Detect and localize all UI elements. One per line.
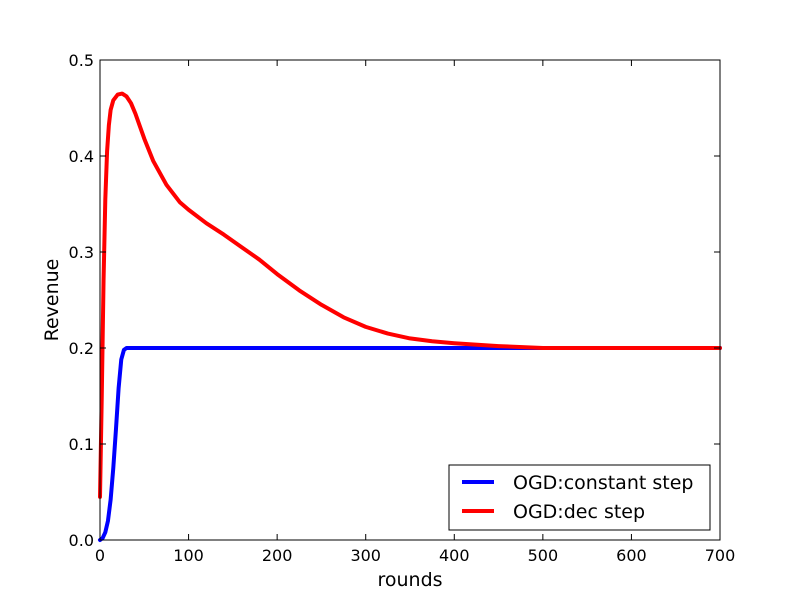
series-line-constant-step [98,346,722,542]
x-tick-label: 400 [439,546,470,565]
axis-tick-labels: 0 100 200 300 400 500 600 700 0.0 0.1 0.2 0.3 0.4 0.5 [69,51,736,565]
x-axis-title: rounds [377,569,442,591]
y-tick-label: 0.3 [69,243,94,262]
series-line-dec-step [98,91,722,499]
plot-lines [98,91,722,542]
y-tick-label: 0.2 [69,339,94,358]
legend-label-constant-step: OGD:constant step [513,472,693,494]
x-tick-label: 500 [528,546,559,565]
plot-frame [99,59,721,541]
x-tick-label: 100 [173,546,204,565]
x-tick-label: 300 [350,546,381,565]
y-axis-title: Revenue [41,259,63,342]
x-tick-label: 0 [95,546,105,565]
y-tick-label: 0.5 [69,51,94,70]
x-tick-label: 200 [262,546,293,565]
legend: OGD:constant step OGD:dec step [448,464,711,531]
legend-box [448,464,711,531]
x-tick-label: 600 [616,546,647,565]
axis-ticks [99,59,721,541]
y-tick-label: 0.1 [69,435,94,454]
legend-label-dec-step: OGD:dec step [513,501,645,523]
y-tick-label: 0.4 [69,147,94,166]
x-tick-label: 700 [705,546,736,565]
y-tick-label: 0.0 [69,531,94,550]
